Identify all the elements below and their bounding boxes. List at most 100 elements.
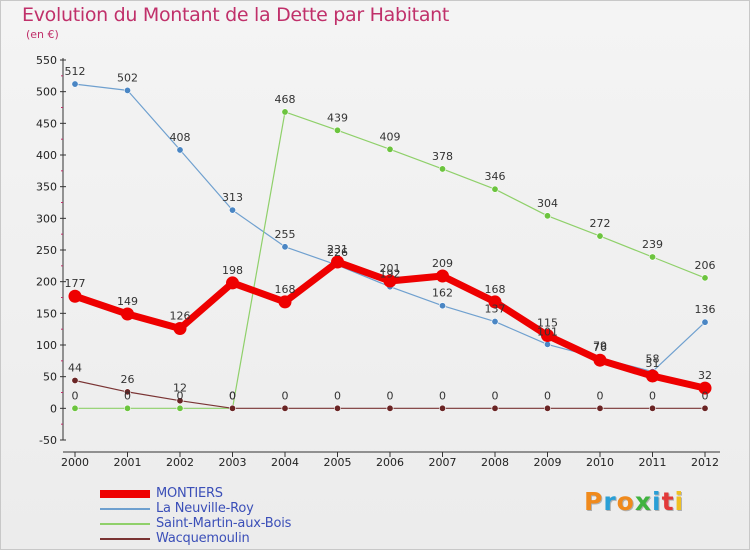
data-label: 149 — [117, 295, 138, 308]
data-label: 0 — [72, 389, 79, 402]
x-tick-label: 2004 — [271, 456, 299, 469]
data-point — [491, 185, 499, 193]
data-label: 44 — [68, 361, 82, 374]
data-label: 0 — [177, 389, 184, 402]
y-tick-label: 550 — [36, 54, 57, 67]
data-label: 272 — [590, 217, 611, 230]
data-label: 168 — [275, 283, 296, 296]
data-point — [281, 404, 289, 412]
data-point — [176, 146, 184, 154]
data-label: 468 — [275, 93, 296, 106]
data-point — [438, 404, 446, 412]
data-label: 239 — [642, 238, 663, 251]
data-label: 502 — [117, 71, 138, 84]
x-tick-label: 2010 — [586, 456, 614, 469]
data-point — [226, 276, 239, 290]
data-label: 162 — [432, 287, 453, 300]
x-tick-label: 2005 — [324, 456, 352, 469]
logo-letter: o — [616, 487, 635, 516]
data-label: 0 — [124, 389, 131, 402]
data-point — [701, 404, 709, 412]
logo-letter: x — [634, 487, 652, 516]
data-label: 76 — [593, 341, 607, 354]
proxiti-logo: Proxiti — [584, 487, 684, 516]
legend-label: Saint-Martin-aux-Bois — [156, 516, 292, 531]
data-label: 0 — [229, 389, 236, 402]
data-point — [646, 369, 659, 383]
data-point — [491, 318, 499, 326]
data-point — [386, 145, 394, 153]
data-label: 58 — [646, 353, 660, 366]
data-label: 0 — [439, 389, 446, 402]
data-label: 0 — [544, 389, 551, 402]
axes: 550500450400350300250200150100500-502000… — [36, 54, 720, 469]
data-point — [596, 232, 604, 240]
data-point — [648, 253, 656, 261]
data-label: 177 — [65, 277, 86, 290]
data-label: 0 — [334, 389, 341, 402]
data-label: 408 — [170, 131, 191, 144]
data-label: 136 — [695, 303, 716, 316]
data-label: 126 — [170, 310, 191, 323]
series-layer — [68, 80, 712, 412]
data-point — [491, 404, 499, 412]
logo-letter: i — [652, 487, 662, 516]
data-point — [124, 388, 132, 396]
logo-letter: i — [674, 487, 685, 516]
data-label: 0 — [649, 389, 656, 402]
data-label: 101 — [537, 325, 558, 338]
legend-swatch — [100, 507, 150, 510]
data-point — [541, 329, 554, 342]
data-point — [648, 404, 656, 412]
series-montiers — [68, 255, 712, 395]
x-tick-label: 2000 — [61, 456, 89, 469]
x-tick-label: 2003 — [219, 456, 247, 469]
logo-letter: P — [584, 487, 604, 516]
data-point — [436, 269, 449, 283]
data-point — [71, 376, 79, 384]
data-label: 201 — [380, 262, 401, 275]
data-label: 346 — [485, 170, 506, 183]
data-point — [383, 274, 397, 288]
data-label: 313 — [222, 191, 243, 204]
data-point — [701, 274, 709, 282]
y-tick-label: 350 — [36, 181, 57, 194]
data-label: 192 — [380, 268, 401, 281]
x-tick-label: 2002 — [166, 456, 194, 469]
legend: MONTIERS La Neuville-Roy Saint-Martin-aux-… — [100, 486, 291, 546]
data-point — [488, 295, 502, 309]
data-label: 409 — [380, 130, 401, 143]
data-point — [229, 404, 237, 412]
data-point — [229, 206, 237, 214]
data-label: 0 — [702, 389, 709, 402]
x-tick-label: 2011 — [639, 456, 667, 469]
data-point — [176, 397, 184, 405]
data-point — [281, 243, 289, 251]
data-label: 0 — [492, 389, 499, 402]
y-tick-label: 500 — [36, 86, 57, 99]
data-point — [121, 307, 134, 321]
legend-swatch — [100, 489, 150, 498]
data-point — [281, 108, 289, 116]
x-tick-label: 2007 — [429, 456, 457, 469]
data-point — [701, 318, 709, 326]
series-la-neuville-roy — [71, 80, 709, 376]
data-point — [438, 302, 446, 310]
data-point — [333, 126, 341, 134]
data-point — [543, 404, 551, 412]
y-tick-label: 150 — [36, 307, 57, 320]
data-label: 255 — [275, 228, 296, 241]
data-point — [438, 165, 446, 173]
data-label: 439 — [327, 111, 348, 124]
legend-label: MONTIERS — [156, 486, 223, 501]
data-point — [593, 353, 607, 367]
data-point — [333, 404, 341, 412]
chart-subtitle: (en €) — [26, 28, 59, 41]
y-tick-label: 200 — [36, 276, 57, 289]
data-label: 51 — [646, 357, 660, 370]
y-tick-label: 400 — [36, 149, 57, 162]
data-point — [124, 404, 132, 412]
data-point — [543, 212, 551, 220]
series-wacquemoulin — [71, 376, 709, 412]
